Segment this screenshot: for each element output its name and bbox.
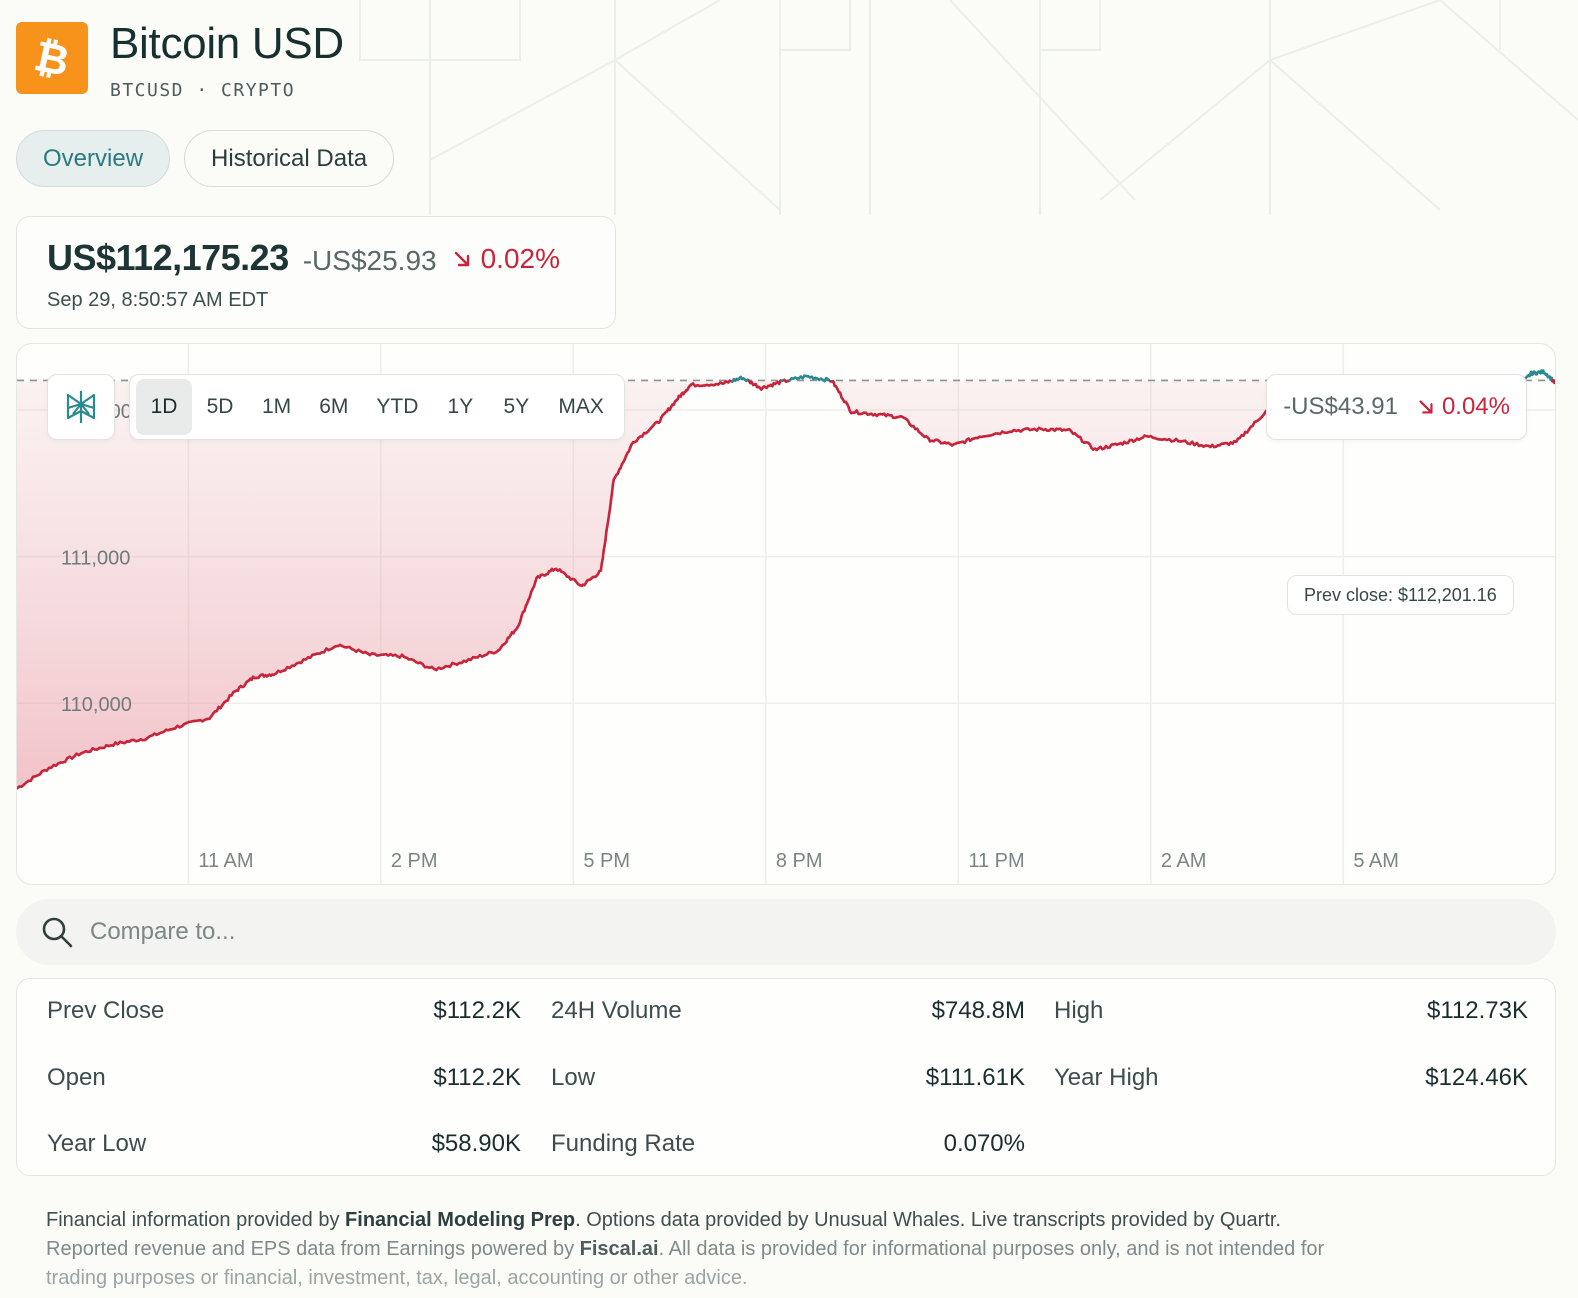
- ai-assistant-button[interactable]: [47, 374, 115, 440]
- stat-value: $748.8M: [931, 997, 1025, 1024]
- bitcoin-logo: ₿: [16, 22, 88, 94]
- below-prev-close-fill: [17, 380, 1555, 789]
- x-tick-label: 5 PM: [583, 850, 630, 872]
- range-ytd[interactable]: YTD: [376, 395, 419, 418]
- stat-label: High: [1054, 997, 1104, 1024]
- range-1d[interactable]: 1D: [136, 379, 192, 435]
- tab-overview[interactable]: Overview: [16, 130, 171, 187]
- prev-close-tooltip: Prev close: $112,201.16: [1287, 575, 1514, 615]
- x-tick-label: 8 PM: [776, 850, 823, 872]
- stat-label: Year Low: [47, 1130, 147, 1157]
- page-tabs: Overview Historical Data: [16, 130, 395, 187]
- stat-label: 24H Volume: [551, 997, 682, 1024]
- y-tick-label: 111,000: [61, 548, 130, 570]
- stat-open: Open $112.2K: [47, 1063, 521, 1093]
- period-change-percent-value: 0.04%: [1441, 393, 1510, 420]
- compare-search[interactable]: [16, 899, 1556, 965]
- footer-text: Reported revenue and EPS data from Earni…: [46, 1238, 580, 1260]
- quote-timestamp: Sep 29, 8:50:57 AM EDT: [47, 289, 269, 311]
- key-stats: Prev Close $112.2K 24H Volume $748.8M Hi…: [16, 978, 1556, 1176]
- range-6m[interactable]: 6M: [319, 395, 349, 418]
- price-line-segment: [604, 529, 608, 542]
- range-1y[interactable]: 1Y: [447, 395, 474, 418]
- x-tick-label: 2 AM: [1161, 850, 1207, 872]
- footer-text: trading purposes or financial, investmen…: [46, 1267, 748, 1289]
- stat-year-high: Year High $124.46K: [1054, 1063, 1528, 1093]
- footer-text: Financial information provided by: [46, 1209, 346, 1231]
- data-attribution: Financial information provided by Financ…: [46, 1206, 1546, 1293]
- period-change: -US$43.91 0.04%: [1266, 374, 1527, 440]
- footer-text: . Options data provided by Unusual Whale…: [575, 1209, 1281, 1231]
- compare-input[interactable]: [90, 918, 1490, 946]
- stat-high: High $112.73K: [1054, 996, 1528, 1026]
- stat-value: $58.90K: [431, 1130, 521, 1157]
- asset-header: ₿ Bitcoin USD BTCUSD · CRYPTO: [16, 22, 344, 101]
- stat-value: 0.070%: [943, 1130, 1025, 1157]
- y-tick-label: 110,000: [61, 694, 132, 716]
- price-card: US$112,175.23 -US$25.93 0.02% Sep 29, 8:…: [16, 216, 616, 329]
- x-tick-label: 11 AM: [198, 850, 253, 872]
- asset-title: Bitcoin USD: [110, 19, 344, 68]
- stat-year-low: Year Low $58.90K: [47, 1129, 521, 1159]
- period-change-amount: -US$43.91: [1283, 393, 1398, 420]
- stat-low: Low $111.61K: [551, 1063, 1025, 1093]
- price-line-segment: [601, 549, 606, 560]
- x-tick-label: 5 AM: [1353, 850, 1399, 872]
- stat-value: $112.2K: [433, 1064, 521, 1091]
- stat-label: Low: [551, 1064, 596, 1091]
- stat-label: Year High: [1054, 1064, 1159, 1091]
- range-5y[interactable]: 5Y: [503, 395, 530, 418]
- stat-24h-volume: 24H Volume $748.8M: [551, 996, 1025, 1026]
- price-line-segment: [610, 484, 615, 496]
- bitcoin-icon: ₿: [32, 36, 72, 80]
- perplexity-icon: [66, 391, 96, 423]
- time-range-selector: 1D 5D 1M 6M YTD 1Y 5Y MAX: [129, 374, 625, 440]
- range-max[interactable]: MAX: [558, 395, 604, 418]
- period-change-percent: 0.04%: [1416, 393, 1510, 421]
- stat-value: $112.2K: [433, 997, 521, 1024]
- tab-historical-data[interactable]: Historical Data: [184, 130, 395, 187]
- range-5d[interactable]: 5D: [206, 395, 234, 418]
- stat-label: Funding Rate: [551, 1130, 696, 1157]
- stat-value: $111.61K: [925, 1064, 1025, 1091]
- stat-value: $112.73K: [1427, 997, 1528, 1024]
- asset-ticker: BTCUSD · CRYPTO: [110, 80, 296, 101]
- price-change-percent-value: 0.02%: [480, 243, 561, 274]
- range-1m[interactable]: 1M: [262, 395, 292, 418]
- footer-text: . All data is provided for informational…: [658, 1238, 1325, 1260]
- search-icon: [42, 917, 73, 948]
- price-line-segment: [1553, 379, 1555, 385]
- svg-text:₿: ₿: [32, 36, 72, 80]
- background-pattern: [359, 0, 1578, 215]
- fmp-link[interactable]: Financial Modeling Prep: [345, 1209, 576, 1231]
- stat-funding-rate: Funding Rate 0.070%: [551, 1129, 1025, 1159]
- stat-prev-close: Prev Close $112.2K: [47, 996, 521, 1026]
- arrow-down-right-icon: [454, 251, 469, 267]
- stat-label: Prev Close: [47, 997, 165, 1024]
- price-change: -US$25.93: [302, 245, 437, 276]
- current-price: US$112,175.23: [47, 237, 289, 278]
- x-tick-label: 2 PM: [391, 850, 438, 872]
- arrow-down-right-icon: [1419, 400, 1433, 414]
- price-change-percent: 0.02%: [451, 243, 560, 275]
- fiscal-link[interactable]: Fiscal.ai: [579, 1238, 659, 1260]
- x-tick-label: 11 PM: [968, 850, 1024, 872]
- stat-value: $124.46K: [1425, 1064, 1528, 1091]
- stat-label: Open: [47, 1064, 106, 1091]
